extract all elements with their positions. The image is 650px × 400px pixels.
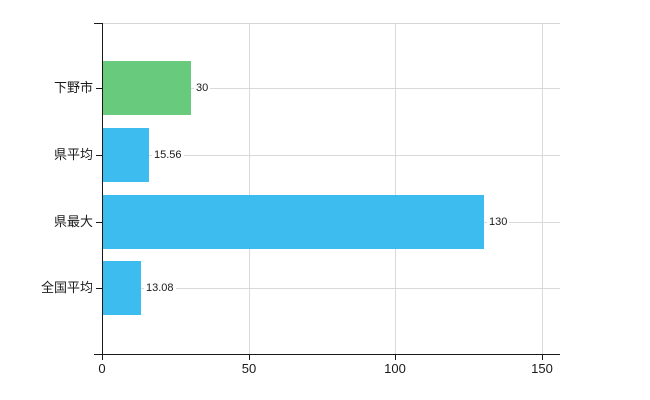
gridline-vertical — [542, 23, 543, 354]
category-label: 下野市 — [53, 80, 93, 95]
x-tick-label: 150 — [531, 361, 553, 376]
x-tick-label: 0 — [98, 361, 106, 376]
category-label: 県平均 — [53, 147, 93, 162]
category-label: 全国平均 — [40, 280, 93, 295]
gridline-vertical — [395, 23, 396, 354]
category-label: 県最大 — [53, 214, 93, 229]
y-axis-tick — [96, 155, 102, 156]
y-axis-tick — [96, 88, 102, 89]
value-label: 30 — [194, 81, 211, 95]
x-axis-tick — [395, 355, 396, 360]
y-axis-top-tick — [94, 23, 102, 24]
value-label: 15.56 — [152, 148, 184, 162]
bar — [103, 261, 141, 315]
x-axis-tick — [249, 355, 250, 360]
gridline-horizontal — [103, 155, 560, 156]
bar — [103, 61, 191, 115]
x-axis-tick — [542, 355, 543, 360]
x-tick-label: 50 — [241, 361, 257, 376]
bar — [103, 195, 484, 249]
y-axis-tick — [96, 222, 102, 223]
x-axis-tick — [102, 355, 103, 360]
value-label: 13.08 — [144, 281, 176, 295]
gridline-horizontal — [103, 88, 560, 89]
y-axis-line — [102, 23, 103, 354]
plot-top-border — [102, 23, 560, 24]
x-axis-line — [94, 354, 560, 355]
gridline-vertical — [249, 23, 250, 354]
value-label: 130 — [487, 215, 510, 229]
bar — [103, 128, 149, 182]
y-axis-tick — [96, 288, 102, 289]
gridline-horizontal — [103, 288, 560, 289]
x-tick-label: 100 — [384, 361, 406, 376]
